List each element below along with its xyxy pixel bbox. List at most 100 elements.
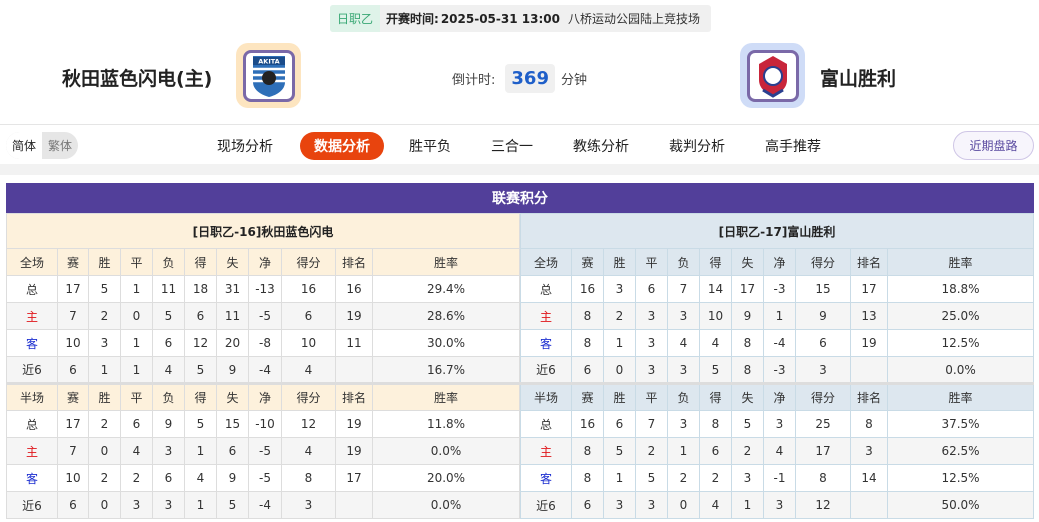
away-team-logo[interactable] [740,43,805,108]
countdown-value: 369 [505,64,555,93]
table-cell: 17 [731,275,764,303]
table-cell: 2 [667,464,700,492]
table-row: 主 7 2 0 5 6 11 -5 6 19 28.6% [6,302,520,330]
column-header: 排名 [335,248,373,276]
table-cell: 3 [667,356,700,384]
table-cell: 10 [281,329,336,357]
table-row: 客 8 1 3 4 4 8 -4 6 19 12.5% [520,329,1034,357]
column-header: 平 [635,382,668,411]
table-cell: 0 [667,491,700,519]
table-cell: 8 [731,329,764,357]
home-logo-text: AKITA [258,57,279,65]
table-cell: 2 [88,302,121,330]
table-cell: 6 [57,491,89,519]
lang-traditional[interactable]: 繁体 [48,139,73,153]
table-cell: 3 [603,275,636,303]
tab-expert-picks[interactable]: 高手推荐 [765,139,821,155]
table-cell: -4 [248,491,282,519]
column-header: 得分 [281,382,336,411]
table-cell: 1 [184,491,217,519]
table-cell: -10 [248,410,282,438]
recent-odds-button[interactable]: 近期盘路 [953,131,1034,160]
table-cell: 0 [88,437,121,465]
table-cell: 12.5% [887,329,1034,357]
table-row: 客 8 1 5 2 2 3 -1 8 14 12.5% [520,464,1034,492]
table-cell: 18 [184,275,217,303]
column-header: 全场 [6,248,58,276]
column-header: 胜率 [887,382,1034,411]
table-cell: 9 [216,356,249,384]
table-cell: 3 [281,491,336,519]
table-cell: 9 [216,464,249,492]
column-header: 负 [667,382,700,411]
row-label: 近6 [6,491,58,519]
table-cell: -3 [763,275,796,303]
column-header: 得 [184,248,217,276]
tab-live-analysis[interactable]: 现场分析 [217,139,273,155]
league-badge[interactable]: 日职乙 [330,5,381,32]
row-label: 近6 [6,356,58,384]
table-cell: 6 [216,437,249,465]
table-cell: 14 [850,464,888,492]
table-cell: 50.0% [887,491,1034,519]
home-crest-icon: AKITA [252,55,285,97]
row-label: 主 [520,437,572,465]
table-cell: 12 [281,410,336,438]
table-cell: 4 [281,356,336,384]
table-cell: 3 [850,437,888,465]
table-cell: -5 [248,464,282,492]
column-header: 排名 [850,248,888,276]
match-info-bar: 日职乙 开赛时间: 2025-05-31 13:00 八桥运动公园陆上竞技场 [330,5,711,32]
table-cell: 5 [184,410,217,438]
home-standings-table: [日职乙-16]秋田蓝色闪电 全场赛胜平负得失净得分 排名 胜率总 17 5 1 11 18 31… [6,213,520,519]
column-header: 得分 [281,248,336,276]
table-cell: 15 [795,275,851,303]
column-header: 负 [667,248,700,276]
table-cell: 3 [635,356,668,384]
column-header: 平 [120,382,153,411]
kickoff-time: 2025-05-31 13:00 [440,11,560,26]
column-header: 排名 [335,382,373,411]
tab-referee-analysis[interactable]: 裁判分析 [669,139,725,155]
table-cell: 19 [850,329,888,357]
table-cell: 6 [152,329,185,357]
table-cell: 13 [850,302,888,330]
table-cell: 1 [603,464,636,492]
tab-coach-analysis[interactable]: 教练分析 [573,139,629,155]
table-cell: 1 [667,437,700,465]
column-header: 半场 [6,382,58,411]
table-cell: 1 [603,329,636,357]
tab-data-analysis[interactable]: 数据分析 [300,132,384,160]
table-cell: 31 [216,275,249,303]
column-header: 半场 [520,382,572,411]
column-header: 赛 [57,248,89,276]
column-header: 净 [248,248,282,276]
lang-simplified[interactable]: 简体 [6,132,43,159]
tab-win-draw-loss[interactable]: 胜平负 [409,139,451,155]
table-cell: 8 [731,356,764,384]
tab-three-in-one[interactable]: 三合一 [491,139,533,155]
table-cell: 14 [699,275,732,303]
home-team-name[interactable]: 秋田蓝色闪电(主) [62,68,213,90]
kickoff-label: 开赛时间: [386,12,439,26]
countdown: 倒计时: 369 分钟 [452,64,587,93]
column-header: 得 [699,248,732,276]
table-cell: 8 [795,464,851,492]
table-cell: 11.8% [372,410,520,438]
column-header: 胜 [88,248,121,276]
table-cell: 3 [603,491,636,519]
table-cell: 1 [120,356,153,384]
table-cell: 4 [120,437,153,465]
column-header: 平 [120,248,153,276]
table-cell: 4 [281,437,336,465]
table-cell: 2 [731,437,764,465]
table-cell: 1 [120,329,153,357]
row-label: 客 [520,464,572,492]
table-cell: 8 [571,302,604,330]
table-cell: 18.8% [887,275,1034,303]
home-team-logo[interactable]: AKITA [236,43,301,108]
column-header: 得分 [795,248,851,276]
countdown-unit: 分钟 [560,73,587,88]
away-team-name[interactable]: 富山胜利 [820,68,897,90]
table-cell: 29.4% [372,275,520,303]
